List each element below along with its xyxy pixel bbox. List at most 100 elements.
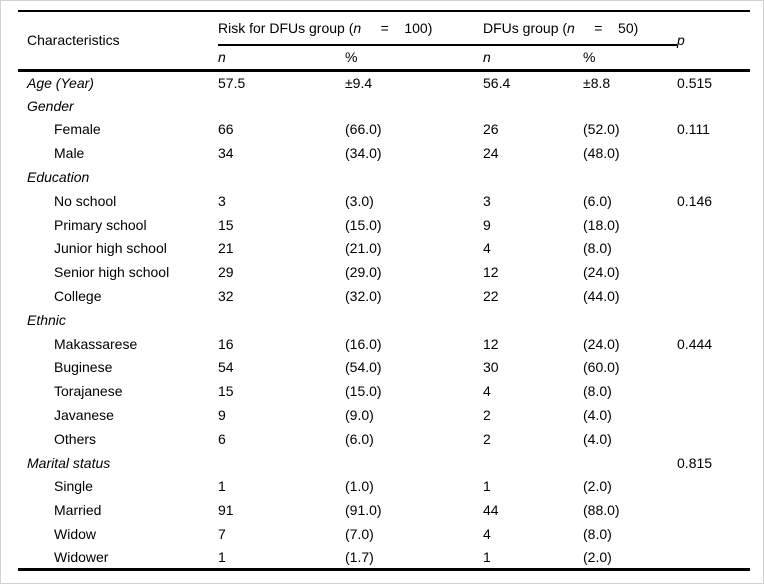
cell-percent-group2: (60.0) [583,359,620,376]
table-row: Female 66 (66.0) 26 (52.0) 0.111 [18,118,750,142]
cell-n-group1: 9 [218,407,226,424]
cell-n-group2 [483,165,583,189]
cell-p-value [677,141,750,165]
table-row: Widower 1 (1.7) 1 (2.0) [18,546,750,570]
header-p-value: p [677,11,750,70]
table-body: Age (Year) 57.5 ±9.4 56.4 ±8.8 0.515 Gen… [18,68,751,570]
cell-percent-group2: (4.0) [583,430,612,447]
cell-percent-group2: (2.0) [583,478,612,495]
cell-p-value [677,546,750,570]
table-row: Marital status 0.815 [18,451,750,475]
cell-n-group1: 29 [218,264,234,281]
cell-percent-group2: (44.0) [583,288,620,305]
cell-n-group1 [218,94,345,118]
cell-n-group1: 16 [218,335,234,352]
cell-percent-group1: (7.0) [345,526,374,543]
cell-percent-group1: ±9.4 [345,68,484,94]
group2-text: DFUs group ( [483,20,568,36]
cell-n-group1: 1 [218,549,226,566]
cell-p-value [677,308,750,332]
cell-p-value [677,403,750,427]
cell-n-group1: 32 [218,288,234,305]
cell-percent-group2: (6.0) [583,192,612,209]
cell-percent-group1: (54.0) [345,359,382,376]
row-label: Buginese [54,359,113,376]
table-row: Gender [18,94,750,118]
table-row: Single 1 (1.0) 1 (2.0) [18,475,750,499]
cell-n-group2: 1 [483,478,491,495]
cell-p-value [677,379,750,403]
group2-count: = 50) [574,20,639,36]
cell-percent-group1: (34.0) [345,145,382,162]
header-characteristics: Characteristics [27,32,120,49]
cell-n-group1: 6 [218,430,226,447]
cell-p-value [677,284,750,308]
cell-percent-group1: (66.0) [345,121,382,138]
cell-percent-group1 [345,308,483,332]
subheader-n-group2: n [483,45,583,70]
cell-n-group1: 91 [218,502,234,519]
cell-p-value: 0.146 [677,192,713,209]
cell-percent-group2 [583,94,677,118]
row-label: Male [54,145,85,162]
cell-percent-group2: (24.0) [583,335,620,352]
cell-percent-group1: (6.0) [345,430,374,447]
cell-n-group2: 4 [483,383,491,400]
cell-n-group1: 57.5 [218,68,345,94]
cell-n-group2 [483,451,583,475]
table-row: Widow 7 (7.0) 4 (8.0) [18,522,750,546]
cell-p-value [677,165,750,189]
cell-percent-group2: (8.0) [583,526,612,543]
cell-percent-group2: (8.0) [583,240,612,257]
table-row: Married 91 (91.0) 44 (88.0) [18,498,750,522]
table-row: Buginese 54 (54.0) 30 (60.0) [18,356,750,380]
cell-p-value: 0.111 [677,121,710,138]
cell-p-value [677,427,750,451]
cell-n-group1: 34 [218,145,234,162]
row-label: Primary school [54,216,147,233]
cell-percent-group1 [345,165,483,189]
row-label: College [54,288,102,305]
subheader-n-group1: n [218,45,345,70]
row-label: Javanese [54,407,114,424]
cell-p-value [677,94,750,118]
cell-n-group2: 44 [483,502,499,519]
n-symbol: n [483,49,491,66]
cell-percent-group1: (1.7) [345,549,374,566]
table-row: Education [18,165,750,189]
table-row: Javanese 9 (9.0) 2 (4.0) [18,403,750,427]
cell-n-group2 [483,308,583,332]
cell-n-group1: 1 [218,478,226,495]
p-symbol: p [677,32,685,49]
cell-n-group1 [218,308,345,332]
cell-percent-group2: (4.0) [583,407,612,424]
row-label: Marital status [27,454,111,471]
header-row-groups: Characteristics Risk for DFUs group (n =… [18,11,750,48]
group1-count: = 100) [361,20,433,36]
table-row: Makassarese 16 (16.0) 12 (24.0) 0.444 [18,332,750,356]
characteristics-table: Characteristics Risk for DFUs group (n =… [18,10,751,572]
cell-percent-group2 [583,308,677,332]
cell-percent-group1: (21.0) [345,240,382,257]
cell-p-value [677,498,750,522]
row-label: Junior high school [54,240,167,257]
cell-percent-group2: (24.0) [583,264,620,281]
cell-p-value: 0.444 [677,335,713,352]
row-label: No school [54,192,117,209]
cell-p-value [677,260,750,284]
cell-p-value [677,213,750,237]
cell-percent-group2 [583,451,677,475]
group2-n-symbol: n [567,20,575,36]
cell-percent-group1 [345,94,483,118]
cell-percent-group1: (29.0) [345,264,382,281]
table-row: Age (Year) 57.5 ±9.4 56.4 ±8.8 0.515 [18,68,751,94]
cell-n-group2: 3 [483,192,491,209]
row-label: Makassarese [54,335,138,352]
cell-percent-group1: (1.0) [345,478,374,495]
cell-percent-group2: (88.0) [583,502,620,519]
cell-p-value: 0.515 [677,68,751,94]
table-row: College 32 (32.0) 22 (44.0) [18,284,750,308]
table-row: Senior high school 29 (29.0) 12 (24.0) [18,260,750,284]
row-label: Senior high school [54,264,170,281]
